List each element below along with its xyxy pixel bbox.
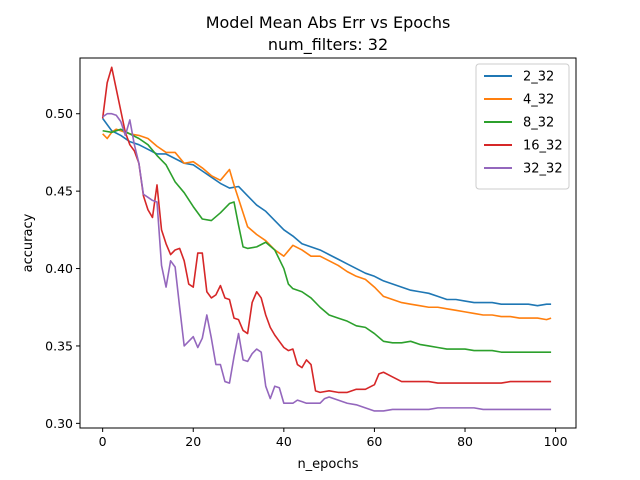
x-tick-label: 20 — [185, 434, 201, 449]
x-tick-label: 60 — [366, 434, 382, 449]
legend-label-32_32: 32_32 — [523, 162, 563, 177]
y-tick-label: 0.40 — [45, 261, 73, 276]
x-tick-label: 80 — [457, 434, 473, 449]
legend-label-4_32: 4_32 — [523, 93, 554, 108]
x-tick-label: 100 — [544, 434, 568, 449]
y-tick-label: 0.30 — [45, 416, 73, 431]
chart-subtitle: num_filters: 32 — [268, 35, 388, 55]
series-line-4_32 — [102, 128, 552, 321]
legend-label-2_32: 2_32 — [523, 70, 554, 85]
plot-lines — [101, 66, 552, 412]
x-axis-label: n_epochs — [297, 457, 358, 472]
y-tick-label: 0.45 — [45, 184, 73, 199]
y-tick-label: 0.35 — [45, 338, 73, 353]
y-axis-label: accuracy — [21, 213, 36, 272]
legend: 2_32 4_32 8_32 16_32 32_32 — [475, 63, 570, 190]
series-line-8_32 — [102, 128, 552, 353]
x-tick-label: 40 — [276, 434, 292, 449]
legend-box — [475, 63, 570, 190]
legend-label-8_32: 8_32 — [523, 116, 554, 131]
series-line-2_32 — [102, 117, 552, 307]
series-line-32_32 — [102, 112, 552, 412]
plot-frame — [79, 57, 577, 429]
series-line-16_32 — [101, 66, 552, 394]
x-tick-label: 0 — [99, 434, 107, 449]
chart-title: Model Mean Abs Err vs Epochs — [206, 13, 451, 32]
x-axis: 0 20 40 60 80 100 — [99, 428, 568, 449]
y-tick-label: 0.50 — [45, 106, 73, 121]
legend-label-16_32: 16_32 — [523, 139, 563, 154]
y-axis: 0.30 0.35 0.40 0.45 0.50 — [45, 106, 80, 431]
